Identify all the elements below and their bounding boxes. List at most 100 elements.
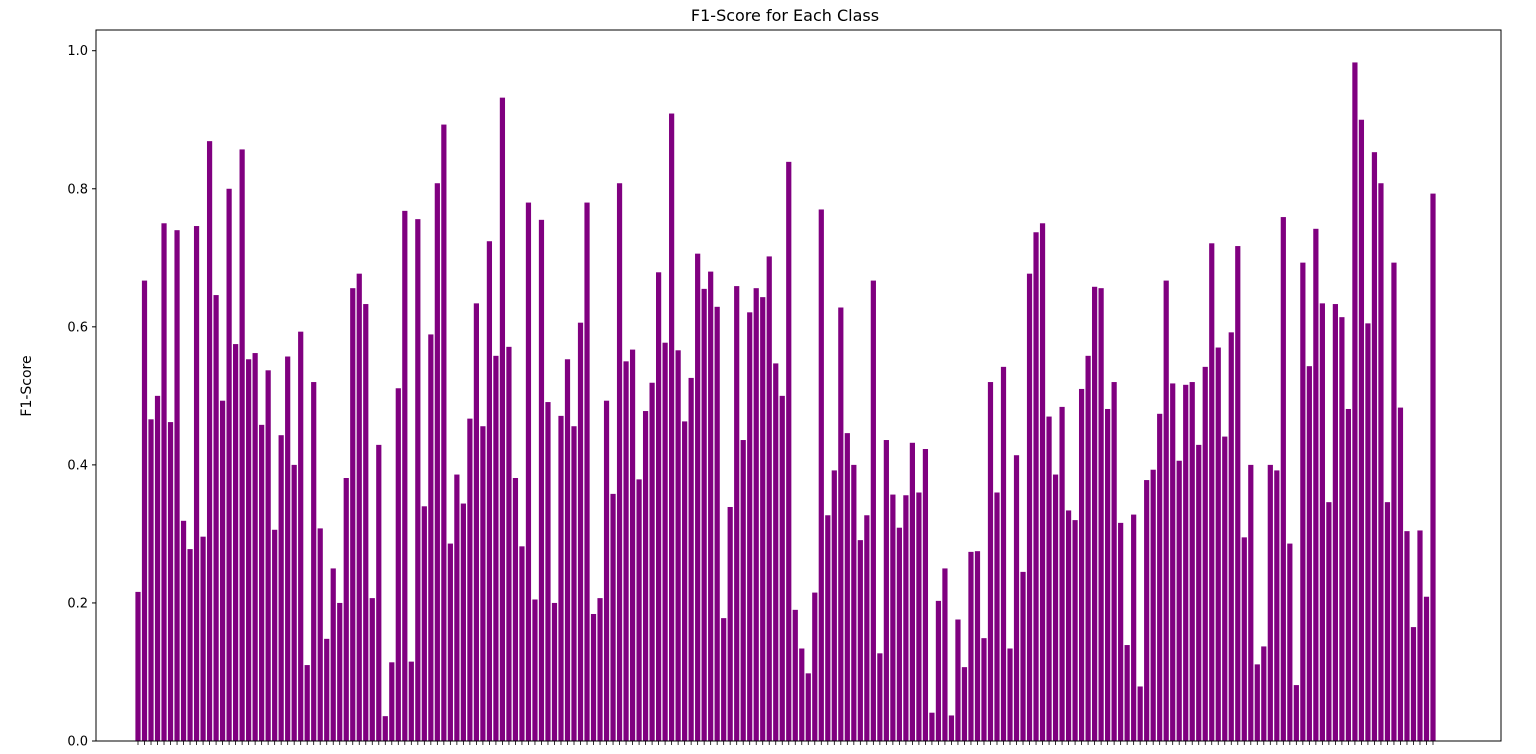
bar-class-136 xyxy=(1020,571,1026,741)
bar-class-104 xyxy=(812,592,818,741)
bar-class-98 xyxy=(773,363,779,741)
y-tick-label: 0.6 xyxy=(67,320,88,335)
bar-class-122 xyxy=(929,712,935,741)
bar-class-103 xyxy=(805,673,811,741)
bar-class-180 xyxy=(1306,366,1312,741)
bar-class-141 xyxy=(1052,474,1059,741)
bar-class-108 xyxy=(838,307,844,741)
bar-class-8 xyxy=(187,549,193,741)
bar-class-176 xyxy=(1280,217,1286,741)
bar-class-107 xyxy=(831,470,837,741)
bar-class-26 xyxy=(304,665,310,741)
bar-class-82 xyxy=(669,113,675,741)
bar-class-127 xyxy=(961,667,968,741)
y-axis: 0.0 0.2 0.4 0.6 0.8 1.0 xyxy=(67,44,96,750)
bar-class-140 xyxy=(1046,416,1052,741)
bar-class-144 xyxy=(1072,520,1078,741)
bar-class-67 xyxy=(571,426,577,741)
bar-class-16 xyxy=(239,149,245,742)
bar-class-21 xyxy=(272,529,278,741)
bar-class-84 xyxy=(682,421,688,741)
bar-class-190 xyxy=(1371,152,1378,741)
bar-class-3 xyxy=(154,395,161,741)
bar-class-106 xyxy=(825,515,831,741)
bar-class-154 xyxy=(1137,686,1143,741)
bar-class-157 xyxy=(1157,413,1163,741)
bar-class-2 xyxy=(148,419,154,741)
y-tick-label: 0.0 xyxy=(67,735,88,750)
bar-class-11 xyxy=(206,141,213,741)
bar-class-155 xyxy=(1144,480,1150,741)
bar-class-1 xyxy=(141,280,148,741)
bar-class-189 xyxy=(1365,323,1371,741)
bar-class-38 xyxy=(382,716,388,741)
bar-class-119 xyxy=(909,442,915,741)
bar-class-66 xyxy=(564,359,571,741)
bar-class-93 xyxy=(740,440,746,741)
bar-class-105 xyxy=(818,209,824,742)
bar-class-87 xyxy=(701,288,707,741)
bar-class-0 xyxy=(135,591,141,741)
bar-class-37 xyxy=(376,444,382,741)
bar-class-30 xyxy=(330,568,336,741)
bar-class-197 xyxy=(1417,530,1423,741)
bar-class-159 xyxy=(1170,383,1176,741)
bar-class-151 xyxy=(1118,522,1124,741)
bar-class-161 xyxy=(1183,384,1189,741)
bar-class-135 xyxy=(1013,455,1020,741)
bar-class-194 xyxy=(1397,407,1404,741)
bar-class-110 xyxy=(851,464,857,741)
bar-class-165 xyxy=(1209,243,1215,742)
bar-class-99 xyxy=(779,395,785,741)
bar-class-163 xyxy=(1196,444,1202,741)
bar-class-13 xyxy=(219,400,226,741)
bar-class-35 xyxy=(363,304,369,741)
bar-class-54 xyxy=(486,241,493,742)
bar-class-52 xyxy=(473,303,479,741)
bar-class-65 xyxy=(558,415,564,741)
bar-class-77 xyxy=(636,479,642,741)
y-axis-label: F1-Score xyxy=(19,355,35,416)
bar-class-130 xyxy=(981,638,987,741)
bar-class-73 xyxy=(610,493,616,741)
bar-class-147 xyxy=(1092,286,1098,741)
bar-class-124 xyxy=(942,568,948,741)
bar-class-198 xyxy=(1423,596,1430,741)
bar-class-76 xyxy=(629,349,636,741)
bar-class-12 xyxy=(213,295,219,741)
bar-class-96 xyxy=(760,297,766,741)
bar-class-153 xyxy=(1131,514,1137,741)
bar-class-31 xyxy=(337,602,343,741)
bar-class-172 xyxy=(1254,664,1260,741)
bar-class-45 xyxy=(428,334,434,741)
bar-class-178 xyxy=(1293,685,1299,741)
bar-class-184 xyxy=(1332,304,1338,741)
bar-class-196 xyxy=(1410,627,1417,741)
bar-class-17 xyxy=(246,359,252,741)
bar-class-49 xyxy=(454,474,460,741)
bar-class-68 xyxy=(577,322,584,741)
bar-class-56 xyxy=(499,97,506,741)
bar-class-101 xyxy=(792,609,798,741)
bar-class-41 xyxy=(402,210,408,742)
bar-class-152 xyxy=(1124,645,1130,741)
bar-class-24 xyxy=(291,464,297,741)
bar-class-115 xyxy=(883,440,889,741)
bar-class-29 xyxy=(324,638,330,741)
bar-class-90 xyxy=(721,618,727,741)
bar-class-19 xyxy=(259,424,265,741)
bar-class-59 xyxy=(519,546,525,741)
bar-class-133 xyxy=(1000,366,1007,741)
bar-class-33 xyxy=(350,288,356,741)
bar-class-36 xyxy=(369,598,375,741)
bar-class-109 xyxy=(844,433,850,741)
bar-class-182 xyxy=(1319,303,1325,741)
bar-class-166 xyxy=(1215,347,1221,741)
bar-class-186 xyxy=(1345,408,1352,741)
x-axis xyxy=(137,741,1434,745)
bar-class-175 xyxy=(1274,470,1280,741)
bar-class-185 xyxy=(1339,317,1345,741)
bar-class-168 xyxy=(1228,332,1234,741)
bar-class-74 xyxy=(616,183,623,742)
